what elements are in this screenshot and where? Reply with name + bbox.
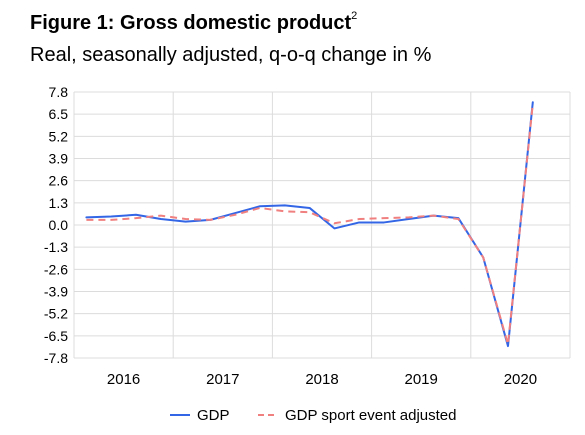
y-tick-label: -1.3: [44, 239, 68, 255]
y-tick-label: 7.8: [49, 84, 69, 100]
y-axis-ticks: 7.8 6.5 5.2 3.9 2.6 1.3 0.0 -1.3 -2.6 -3.9 -5.2 -6.…: [44, 84, 68, 366]
x-year-label: 2018: [305, 371, 338, 388]
x-year-label: 2017: [206, 371, 239, 388]
y-tick-label: 1.3: [49, 195, 69, 211]
footnote-marker: 2: [351, 10, 358, 23]
series-line-gdp-sport-adjusted: [86, 103, 534, 346]
y-tick-label: 6.5: [49, 106, 69, 122]
y-tick-label: 0.0: [49, 217, 69, 233]
series-lines: [85, 101, 534, 348]
y-tick-label: -7.8: [44, 350, 68, 366]
y-tick-label: 2.6: [49, 173, 69, 189]
legend: GDP GDP sport event adjusted: [170, 407, 457, 424]
y-tick-label: 5.2: [49, 128, 69, 144]
legend-label-gdp: GDP: [197, 407, 230, 424]
y-tick-label: -5.2: [44, 306, 68, 322]
series-line-gdp: [85, 101, 534, 348]
chart-title: Figure 1: Gross domestic product2: [30, 10, 358, 34]
legend-label-gdp-sport-adjusted: GDP sport event adjusted: [285, 407, 457, 424]
x-year-label: 2016: [107, 371, 140, 388]
y-tick-label: -6.5: [44, 328, 68, 344]
chart-subtitle: Real, seasonally adjusted, q-o-q change …: [30, 44, 432, 66]
y-tick-label: 3.9: [49, 151, 69, 167]
y-tick-label: -3.9: [44, 284, 68, 300]
x-year-label: 2019: [405, 371, 438, 388]
grid-lines: [73, 91, 571, 359]
y-tick-label: -2.6: [44, 261, 68, 277]
x-year-label: 2020: [504, 371, 537, 388]
x-axis-labels: 2016 2017 2018 2019 2020: [107, 371, 537, 388]
